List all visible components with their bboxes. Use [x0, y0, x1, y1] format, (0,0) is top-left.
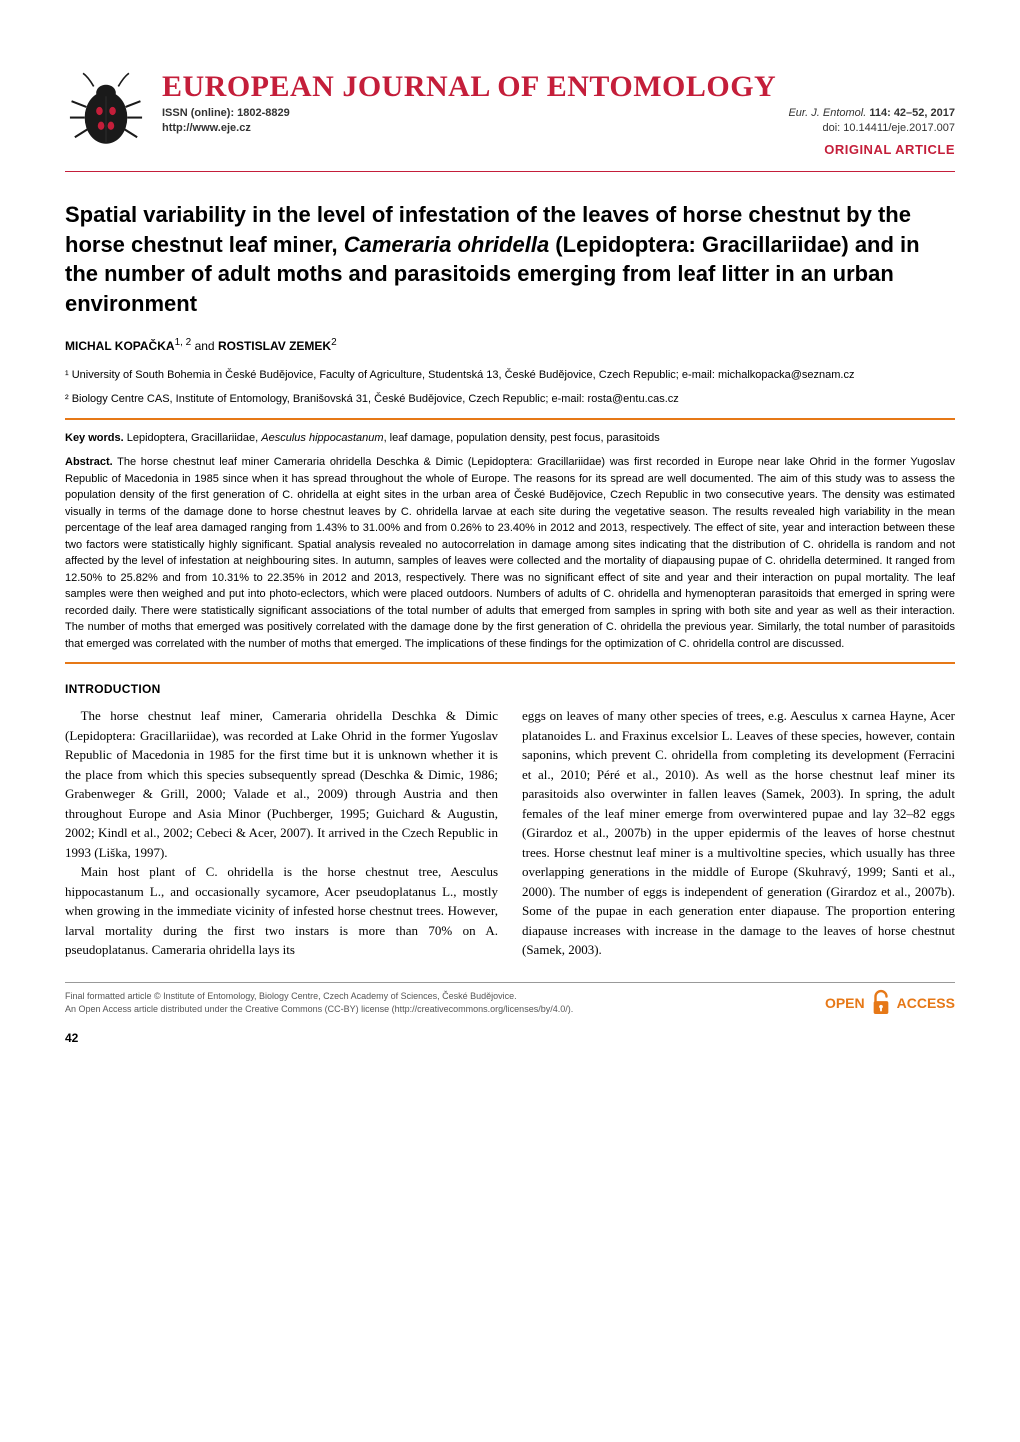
abstract-body: The horse chestnut leaf miner Cameraria …: [65, 456, 955, 650]
affiliation-2: ² Biology Centre CAS, Institute of Entom…: [65, 391, 955, 408]
open-label: OPEN: [825, 995, 865, 1011]
journal-meta-row: ISSN (online): 1802-8829 http://www.eje.…: [162, 106, 955, 159]
section-heading-intro: INTRODUCTION: [65, 682, 955, 696]
keywords-tail: , leaf damage, population density, pest …: [384, 432, 660, 444]
access-label: ACCESS: [897, 995, 955, 1011]
authors: MICHAL KOPAČKA1, 2 and ROSTISLAV ZEMEK2: [65, 337, 955, 353]
title-species: Cameraria ohridella: [344, 232, 549, 257]
page-number: 42: [65, 1031, 955, 1045]
authors-and: and: [191, 339, 218, 353]
rule-orange-2: [65, 662, 955, 664]
bug-logo-icon: [65, 70, 147, 152]
abstract-label: Abstract.: [65, 456, 113, 468]
rule-orange-1: [65, 418, 955, 420]
footer-text: Final formatted article © Institute of E…: [65, 990, 815, 1015]
open-access-badge: OPEN ACCESS: [825, 989, 955, 1017]
journal-header: EUROPEAN JOURNAL OF ENTOMOLOGY ISSN (onl…: [65, 70, 955, 159]
body-columns: The horse chestnut leaf miner, Cameraria…: [65, 706, 955, 960]
intro-p2: Main host plant of C. ohridella is the h…: [65, 862, 498, 960]
affiliation-1: ¹ University of South Bohemia in České B…: [65, 367, 955, 384]
footer-line2: An Open Access article distributed under…: [65, 1004, 573, 1014]
citation-journal: Eur. J. Entomol.: [788, 107, 866, 119]
article-type-label: ORIGINAL ARTICLE: [788, 141, 955, 159]
rule-red: [65, 171, 955, 172]
body-col-left: The horse chestnut leaf miner, Cameraria…: [65, 706, 498, 960]
issn-label: ISSN (online): 1802-8829: [162, 107, 290, 119]
author-1-sup: 1, 2: [175, 337, 192, 348]
journal-title-block: EUROPEAN JOURNAL OF ENTOMOLOGY ISSN (onl…: [162, 70, 955, 159]
doi-text: doi: 10.14411/eje.2017.007: [788, 121, 955, 136]
keywords-label: Key words.: [65, 432, 124, 444]
intro-p3: eggs on leaves of many other species of …: [522, 706, 955, 960]
footer-line1: Final formatted article © Institute of E…: [65, 991, 517, 1001]
footer-bar: Final formatted article © Institute of E…: [65, 982, 955, 1017]
author-2: ROSTISLAV ZEMEK: [218, 339, 331, 353]
intro-p1: The horse chestnut leaf miner, Cameraria…: [65, 706, 498, 862]
keywords-text: Lepidoptera, Gracillariidae,: [124, 432, 262, 444]
keywords: Key words. Lepidoptera, Gracillariidae, …: [65, 430, 955, 447]
journal-meta-right: Eur. J. Entomol. 114: 42–52, 2017 doi: 1…: [788, 106, 955, 159]
page: EUROPEAN JOURNAL OF ENTOMOLOGY ISSN (onl…: [0, 0, 1020, 1085]
keywords-species: Aesculus hippocastanum: [261, 432, 383, 444]
abstract: Abstract. The horse chestnut leaf miner …: [65, 454, 955, 652]
journal-url-link[interactable]: http://www.eje.cz: [162, 122, 251, 134]
author-1: MICHAL KOPAČKA: [65, 339, 175, 353]
open-access-lock-icon: [870, 989, 892, 1017]
journal-title: EUROPEAN JOURNAL OF ENTOMOLOGY: [162, 70, 955, 104]
article-title: Spatial variability in the level of infe…: [65, 200, 955, 319]
author-2-sup: 2: [331, 337, 337, 348]
body-col-right: eggs on leaves of many other species of …: [522, 706, 955, 960]
journal-meta-left: ISSN (online): 1802-8829 http://www.eje.…: [162, 106, 290, 137]
citation-volpages: 114: 42–52, 2017: [866, 107, 955, 119]
